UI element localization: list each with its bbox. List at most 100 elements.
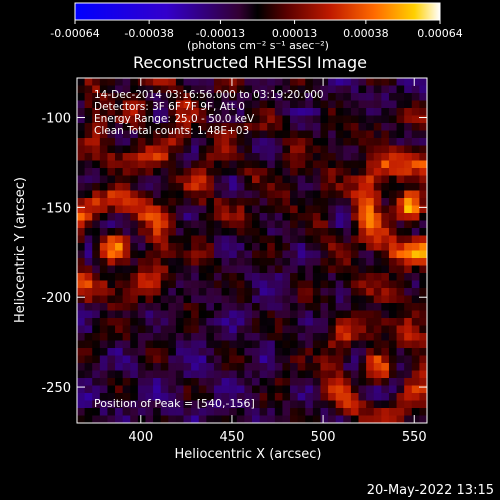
heatmap-cell [335,385,344,394]
heatmap-cell [168,400,177,409]
heatmap-cell [115,190,124,199]
heatmap-cell [84,93,93,101]
heatmap-cell [122,145,131,154]
heatmap-cell [366,355,375,364]
heatmap-cell [130,100,139,109]
heatmap-cell [107,93,116,101]
heatmap-cell [350,400,359,409]
heatmap-cell [267,205,276,214]
heatmap-cell [290,243,299,251]
heatmap-cell [343,333,352,341]
heatmap-cell [419,198,428,206]
heatmap-cell [229,138,238,146]
heatmap-cell [290,378,299,386]
heatmap-cell [252,393,261,401]
heatmap-cell [160,393,169,401]
heatmap-cell [335,288,344,296]
heatmap-cell [145,190,154,199]
heatmap-cell [221,318,230,326]
heatmap-cell [122,85,131,94]
heatmap-cell [411,205,420,214]
heatmap-cell [122,318,131,326]
heatmap-cell [198,385,207,394]
heatmap-cell [99,310,108,319]
heatmap-cell [191,175,200,184]
heatmap-cell [137,145,146,154]
heatmap-cell [259,333,268,341]
heatmap-cell [115,130,124,139]
heatmap-cell [236,175,245,184]
heatmap-cell [236,333,245,341]
heatmap-cell [99,303,108,311]
heatmap-cell [290,115,299,124]
heatmap-cell [320,138,329,146]
heatmap-cell [404,385,413,394]
heatmap-cell [153,213,162,221]
heatmap-cell [130,243,139,251]
heatmap-cell [259,393,268,401]
heatmap-cell [160,243,169,251]
heatmap-cell [92,235,101,244]
heatmap-cell [229,130,238,139]
heatmap-cell [388,228,397,236]
heatmap-cell [168,333,177,341]
heatmap-cell [267,333,276,341]
heatmap-cell [358,378,367,386]
heatmap-cell [404,190,413,199]
heatmap-cell [290,213,299,221]
heatmap-cell [213,123,222,131]
heatmap-cell [274,153,283,161]
heatmap-cell [274,160,283,169]
heatmap-cell [92,333,101,341]
heatmap-cell [198,363,207,371]
heatmap-cell [244,108,253,116]
heatmap-cell [92,303,101,311]
heatmap-cell [137,333,146,341]
heatmap-cell [92,175,101,184]
heatmap-cell [229,370,238,379]
heatmap-cell [221,160,230,169]
heatmap-cell [343,198,352,206]
heatmap-cell [107,310,116,319]
heatmap-cell [282,385,291,394]
heatmap-cell [297,265,306,274]
heatmap-cell [252,243,261,251]
heatmap-cell [175,138,184,146]
heatmap-cell [320,235,329,244]
heatmap-cell [282,243,291,251]
heatmap-cell [137,273,146,281]
heatmap-cell [274,108,283,116]
heatmap-cell [305,288,314,296]
heatmap-cell [388,198,397,206]
heatmap-cell [335,333,344,341]
heatmap-cell [274,175,283,184]
heatmap-cell [168,363,177,371]
heatmap-cell [191,265,200,274]
heatmap-cell [92,123,101,131]
heatmap-cell [373,258,382,266]
heatmap-cell [411,415,420,424]
heatmap-cell [373,250,382,259]
heatmap-cell [373,145,382,154]
heatmap-cell [282,153,291,161]
heatmap-cell [99,168,108,176]
heatmap-cell [183,175,192,184]
heatmap-cell [350,160,359,169]
heatmap-cell [145,385,154,394]
heatmap-cell [198,85,207,94]
heatmap-cell [373,363,382,371]
heatmap-cell [274,295,283,304]
heatmap-cell [305,190,314,199]
heatmap-cell [358,100,367,109]
heatmap-cell [388,78,397,86]
heatmap-cell [168,385,177,394]
heatmap-cell [221,310,230,319]
heatmap-cell [99,385,108,394]
heatmap-cell [206,310,215,319]
x-tick-label: 450 [220,430,245,445]
heatmap-cell [221,213,230,221]
heatmap-cell [206,325,215,334]
heatmap-cell [381,393,390,401]
heatmap-cell [107,385,116,394]
heatmap-cell [115,183,124,191]
